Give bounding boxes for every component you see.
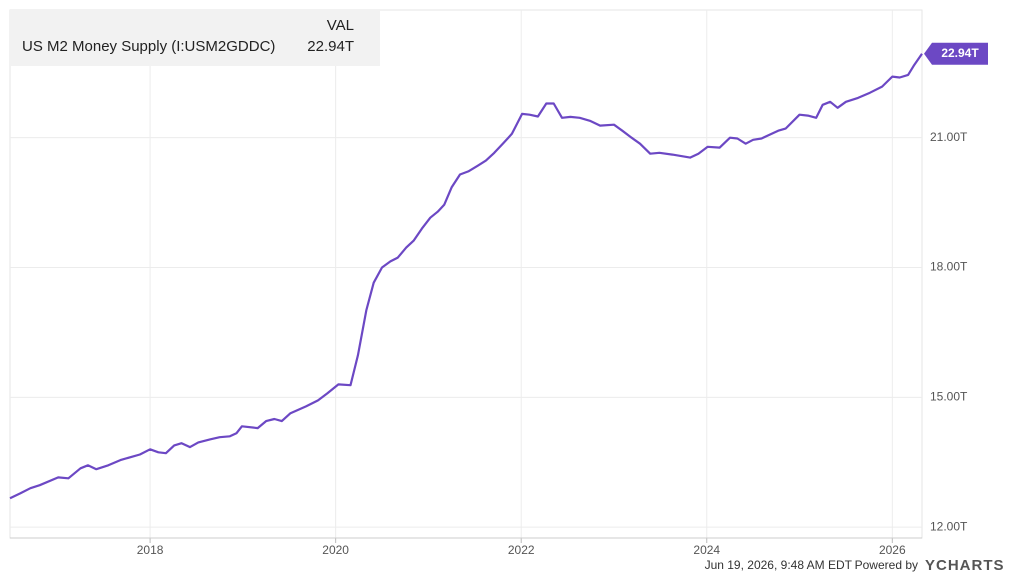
legend-name: US M2 Money Supply (I:USM2GDDC) — [22, 38, 275, 55]
y-tick-label: 18.00T — [930, 260, 968, 274]
legend-box — [10, 10, 380, 66]
x-tick-label: 2018 — [137, 543, 164, 557]
footer-powered-by: Powered by — [855, 558, 918, 572]
y-tick-label: 12.00T — [930, 519, 968, 533]
last-value-label: 22.94T — [941, 46, 979, 60]
x-tick-label: 2026 — [879, 543, 906, 557]
y-tick-label: 21.00T — [930, 130, 968, 144]
legend-header: VAL — [327, 17, 354, 34]
plot-frame — [9, 9, 923, 539]
footer-timestamp: Jun 19, 2026, 9:48 AM EDT — [705, 558, 853, 572]
legend-value: 22.94T — [307, 38, 354, 55]
x-tick-label: 2022 — [508, 543, 535, 557]
x-tick-label: 2024 — [693, 543, 720, 557]
last-value-tag — [924, 42, 988, 65]
y-tick-label: 15.00T — [930, 390, 968, 404]
x-tick-label: 2020 — [322, 543, 349, 557]
brand-logo: YCHARTS — [925, 557, 1005, 574]
series-line — [9, 53, 923, 500]
